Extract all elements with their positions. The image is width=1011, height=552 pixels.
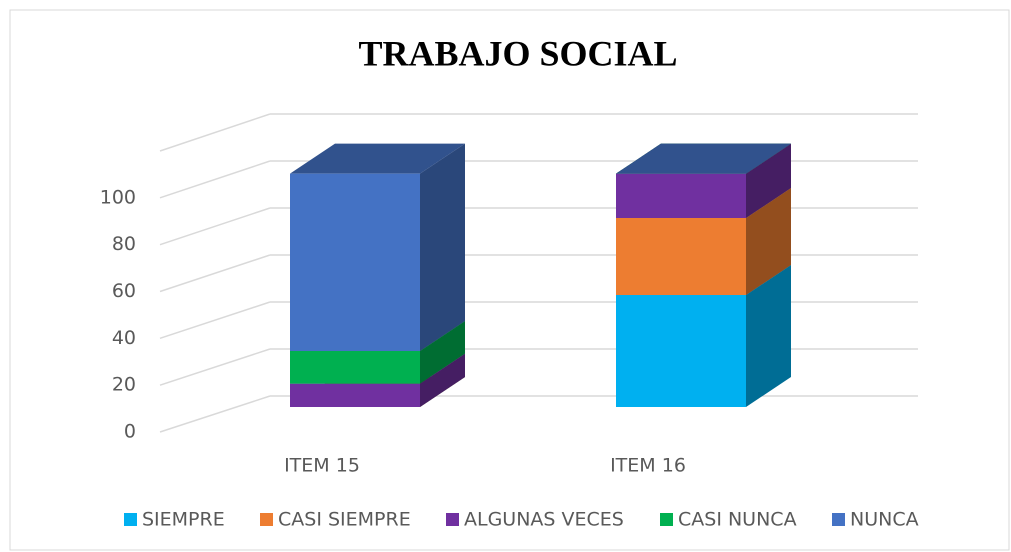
y-tick-label: 40 <box>112 327 136 349</box>
grid-line <box>159 207 271 246</box>
y-tick-label: 80 <box>112 233 136 255</box>
bar-side <box>746 188 791 295</box>
bar-side <box>420 321 465 384</box>
y-tick-label: 60 <box>112 280 136 302</box>
y-tick-label: 20 <box>112 374 136 396</box>
bar-top <box>290 143 465 174</box>
legend-label: CASI NUNCA <box>678 509 797 531</box>
chart-frame <box>9 9 1010 551</box>
legend-swatch <box>446 513 459 526</box>
bar-side <box>746 143 791 218</box>
bar <box>290 383 420 407</box>
legend-label: NUNCA <box>850 509 919 531</box>
bar-side <box>746 265 791 407</box>
legend-label: SIEMPRE <box>142 509 225 531</box>
y-tick-label: 100 <box>100 186 136 208</box>
bar <box>616 173 746 218</box>
y-tick-label: 0 <box>124 421 136 443</box>
legend-label: ALGUNAS VECES <box>464 509 624 531</box>
legend-swatch <box>832 513 845 526</box>
bar <box>290 351 420 384</box>
x-tick-label: ITEM 15 <box>284 455 360 477</box>
bar-side <box>420 353 465 407</box>
legend-label: CASI SIEMPRE <box>278 509 411 531</box>
legend-swatch <box>260 513 273 526</box>
grid-line <box>159 348 271 386</box>
x-tick-label: ITEM 16 <box>610 455 686 477</box>
bar <box>616 295 746 407</box>
grid-line <box>159 160 271 199</box>
grid-line <box>159 254 271 293</box>
bar-side <box>420 143 465 351</box>
bar <box>290 173 420 351</box>
legend-swatch <box>124 513 137 526</box>
chart-title: TRABAJO SOCIAL <box>358 33 677 73</box>
grid-line <box>159 395 271 433</box>
bar <box>616 218 746 295</box>
legend-swatch <box>660 513 673 526</box>
grid-line <box>159 301 271 340</box>
grid-line <box>159 113 271 152</box>
bar-top <box>616 143 791 174</box>
